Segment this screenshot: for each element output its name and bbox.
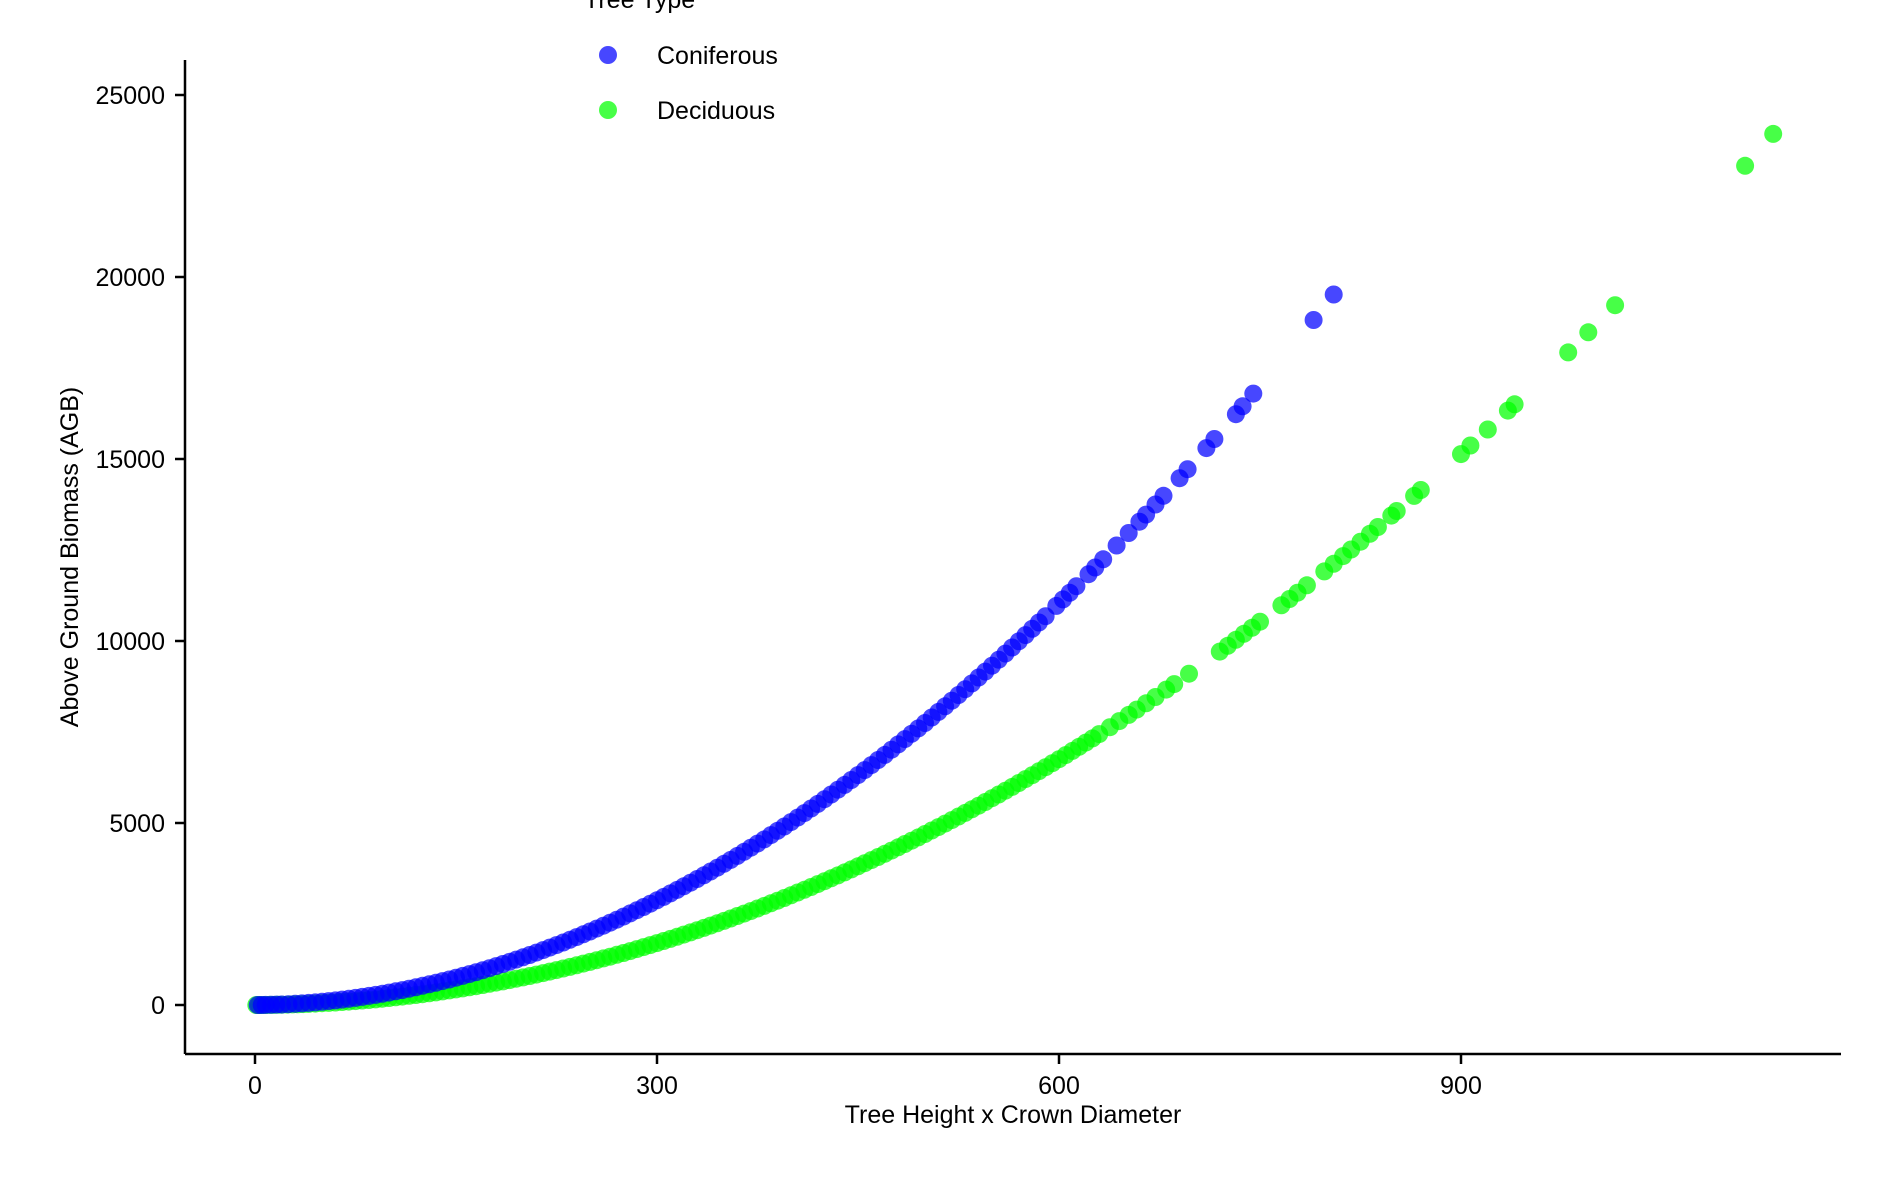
y-ticks: 0 5000 10000 15000 20000 25000 bbox=[95, 82, 185, 1020]
data-point-deciduous bbox=[1180, 664, 1198, 683]
legend-label-coniferous: Coniferous bbox=[657, 42, 778, 70]
legend-swatch-deciduous bbox=[599, 101, 617, 119]
data-point-coniferous bbox=[1178, 460, 1197, 479]
data-point-deciduous bbox=[1764, 124, 1783, 143]
data-point-coniferous bbox=[1324, 285, 1343, 304]
x-tick-label: 300 bbox=[636, 1072, 678, 1100]
y-tick-label: 10000 bbox=[95, 628, 165, 656]
series-coniferous bbox=[248, 285, 1343, 1014]
legend-title: Tree Type bbox=[584, 0, 695, 14]
y-tick-label: 20000 bbox=[95, 264, 165, 292]
data-point-coniferous bbox=[1067, 577, 1086, 596]
legend-entries: Coniferous Deciduous bbox=[599, 42, 778, 125]
y-tick-label: 5000 bbox=[109, 810, 165, 838]
data-point-deciduous bbox=[1251, 612, 1269, 631]
data-point-coniferous bbox=[1244, 384, 1263, 403]
data-point-coniferous bbox=[1233, 397, 1252, 416]
data-point-deciduous bbox=[1579, 323, 1598, 342]
series-deciduous bbox=[247, 124, 1783, 1014]
y-tick-label: 25000 bbox=[95, 82, 165, 110]
data-point-deciduous bbox=[1505, 395, 1524, 414]
points-layer bbox=[247, 124, 1783, 1014]
data-point-deciduous bbox=[1736, 156, 1755, 175]
data-point-coniferous bbox=[1304, 311, 1323, 329]
legend-label-deciduous: Deciduous bbox=[657, 97, 775, 125]
data-point-deciduous bbox=[1461, 436, 1480, 455]
data-point-deciduous bbox=[1165, 675, 1184, 694]
x-tick-label: 0 bbox=[248, 1072, 262, 1100]
data-point-coniferous bbox=[1119, 524, 1138, 542]
x-tick-label: 900 bbox=[1440, 1072, 1482, 1100]
data-point-deciduous bbox=[1368, 518, 1387, 536]
data-point-deciduous bbox=[1297, 576, 1316, 595]
legend: Tree Type Coniferous Deciduous bbox=[584, 0, 778, 125]
data-point-coniferous bbox=[1205, 430, 1224, 448]
data-point-coniferous bbox=[1094, 550, 1113, 569]
x-ticks: 0 300 600 900 bbox=[248, 1054, 1482, 1100]
y-axis-title: Above Ground Biomass (AGB) bbox=[56, 387, 84, 727]
x-axis-title: Tree Height x Crown Diameter bbox=[845, 1101, 1182, 1129]
x-tick-label: 600 bbox=[1038, 1072, 1080, 1100]
data-point-deciduous bbox=[1411, 481, 1430, 499]
data-point-coniferous bbox=[1154, 486, 1173, 505]
data-point-coniferous bbox=[1107, 536, 1126, 555]
data-point-deciduous bbox=[1606, 296, 1625, 315]
data-point-deciduous bbox=[1387, 502, 1406, 520]
y-tick-label: 15000 bbox=[95, 446, 165, 474]
legend-swatch-coniferous bbox=[599, 46, 617, 64]
data-point-deciduous bbox=[1559, 343, 1578, 362]
y-tick-label: 0 bbox=[151, 992, 165, 1020]
plot-area: 0 300 600 900 0 5000 10000 15000 20000 25000 bbox=[95, 60, 1841, 1100]
data-point-deciduous bbox=[1478, 420, 1497, 439]
